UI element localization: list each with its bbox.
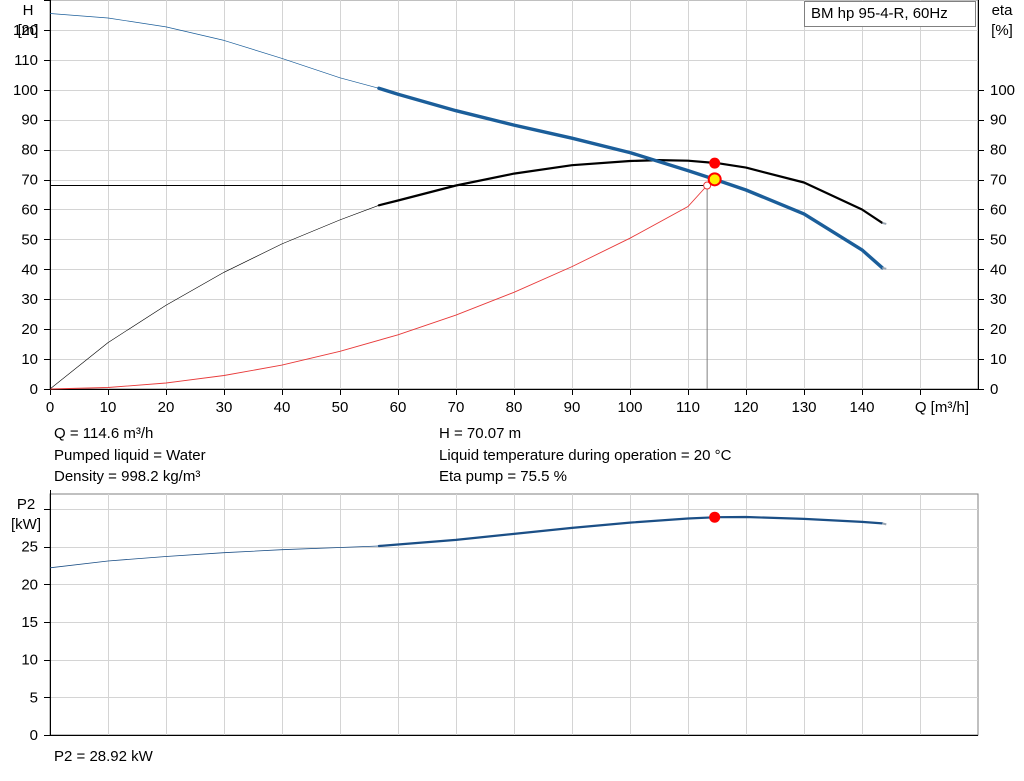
head-y-tick-label: 90: [21, 112, 38, 129]
eta-axis-title: [%]: [991, 22, 1013, 39]
temperature-readout: Liquid temperature during operation = 20…: [439, 447, 732, 464]
head-curve-bold: [377, 86, 884, 270]
eta-y-tick-label: 50: [990, 231, 1007, 248]
x-tick-label: 90: [564, 399, 581, 416]
p2-y-tick-label: 0: [30, 727, 38, 744]
p2-axis-title: [kW]: [11, 516, 41, 533]
eta-y-tick-label: 0: [990, 381, 998, 398]
x-tick-label: 80: [506, 399, 523, 416]
eta-y-tick-label: 40: [990, 261, 1007, 278]
head-curve-thin: [49, 13, 379, 89]
p2-y-tick-label: 20: [21, 576, 38, 593]
head-eta-grid: [44, 0, 984, 395]
x-tick-label: 20: [158, 399, 175, 416]
p2-grid: [44, 490, 979, 736]
p2-y-tick-label: 5: [30, 689, 38, 706]
eta-duty-point: [709, 157, 721, 169]
x-tick-label: 60: [390, 399, 407, 416]
density-readout: Density = 998.2 kg/m³: [54, 468, 201, 485]
chart-labels: 0 10 20 30 40 50 60 70 80 90 100 110 120 130 140 Q [m³/…: [11, 2, 1015, 744]
head-y-tick-label: 70: [21, 172, 38, 189]
head-y-tick-label: 120: [13, 22, 38, 39]
p2-readout: P2 = 28.92 kW: [54, 748, 153, 765]
flow-readout: Q = 114.6 m³/h: [54, 425, 154, 442]
eta-y-tick-label: 100: [990, 82, 1015, 99]
eta-curve-end-tail: [882, 221, 887, 225]
head-y-tick-label: 50: [21, 231, 38, 248]
head-y-tick-label: 40: [21, 261, 38, 278]
head-y-tick-label: 0: [30, 381, 38, 398]
head-curve-end-tail: [882, 266, 887, 270]
chart-marks: [49, 13, 887, 569]
x-tick-label: 50: [332, 399, 349, 416]
eta-curve-thin: [49, 205, 380, 390]
eta-y-tick-label: 20: [990, 321, 1007, 338]
eta-y-tick-label: 70: [990, 172, 1007, 189]
x-tick-label: 40: [274, 399, 291, 416]
head-axis-title: [m]: [18, 22, 39, 39]
pump-model-label: BM hp 95-4-R, 60Hz: [804, 1, 976, 27]
p2-axis-title: P2: [17, 496, 35, 513]
p2-curve-bold: [377, 515, 884, 548]
x-tick-label: 110: [676, 399, 700, 416]
x-tick-label: 140: [849, 399, 874, 416]
x-tick-label: 70: [448, 399, 465, 416]
head-axis-title: H: [23, 2, 34, 19]
eta-y-tick-label: 30: [990, 291, 1007, 308]
eta-pump-readout: Eta pump = 75.5 %: [439, 468, 567, 485]
head-y-tick-label: 80: [21, 142, 38, 159]
x-tick-label: 10: [100, 399, 117, 416]
x-axis-title: Q [m³/h]: [915, 399, 969, 416]
p2-curve-thin: [49, 545, 379, 569]
x-tick-label: 130: [791, 399, 816, 416]
p2-duty-point: [709, 511, 721, 523]
liquid-readout: Pumped liquid = Water: [54, 447, 206, 464]
eta-y-tick-label: 80: [990, 142, 1007, 159]
head-y-tick-label: 30: [21, 291, 38, 308]
head-y-tick-label: 10: [21, 351, 38, 368]
eta-y-tick-label: 60: [990, 201, 1007, 218]
head-y-tick-label: 100: [13, 82, 38, 99]
eta-y-tick-label: 90: [990, 112, 1007, 129]
x-tick-label: 30: [216, 399, 233, 416]
x-tick-label: 100: [617, 399, 642, 416]
head-readout: H = 70.07 m: [439, 425, 522, 442]
p2-y-tick-label: 25: [21, 539, 38, 556]
x-tick-label: 0: [46, 399, 54, 416]
x-tick-label: 120: [733, 399, 758, 416]
head-duty-point: [707, 172, 722, 187]
system-reference-marker: [703, 181, 712, 190]
system-curve: [49, 185, 708, 390]
head-y-tick-label: 110: [14, 52, 38, 69]
head-y-tick-label: 60: [21, 201, 38, 218]
eta-axis-title: eta: [992, 2, 1014, 19]
p2-y-tick-label: 15: [21, 614, 38, 631]
eta-y-tick-label: 10: [990, 351, 1007, 368]
head-y-tick-label: 20: [21, 321, 38, 338]
p2-curve-end-tail: [882, 522, 887, 526]
p2-y-tick-label: 10: [21, 652, 38, 669]
